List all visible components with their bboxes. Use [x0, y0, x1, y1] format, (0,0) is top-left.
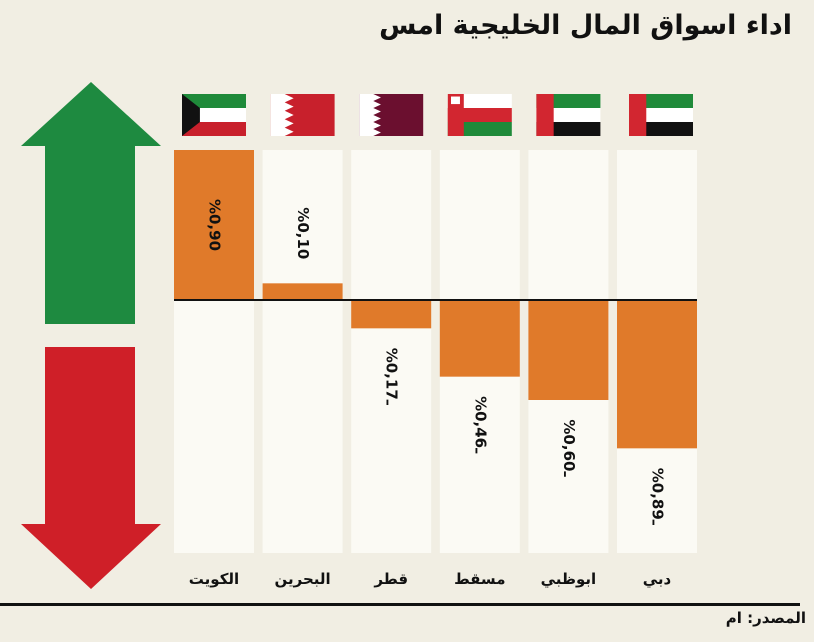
category-label: دبي [643, 570, 672, 588]
category-label: ابوظبي [541, 570, 597, 588]
value-labels: %0,90 %0,10 %ـ0,17 %ـ0,46 %ـ0,60 %ـ0,89 [206, 199, 667, 526]
value-label: %ـ0,89 [649, 468, 667, 526]
oman-flag-icon [447, 94, 512, 136]
bottom-rule [0, 603, 800, 606]
direction-arrows [21, 82, 161, 589]
column-background [262, 150, 343, 553]
value-label: %ـ0,60 [560, 419, 578, 477]
up-arrow-icon [21, 82, 161, 324]
bar [439, 300, 520, 377]
down-arrow-icon [21, 347, 161, 589]
bars [174, 150, 697, 449]
bar [351, 300, 432, 329]
kuwait-flag-icon [182, 94, 246, 136]
category-label: قطر [373, 570, 408, 588]
value-label: %0,10 [294, 207, 312, 259]
flags [182, 94, 693, 136]
bahrain-flag-icon [270, 94, 335, 136]
value-label: %0,90 [206, 199, 224, 251]
bar [262, 283, 343, 300]
category-labels: الكويت البحرين قطر مسقط ابوظبي دبي [189, 570, 672, 588]
bar [528, 300, 609, 400]
uae-flag-icon [536, 94, 601, 136]
column-background [351, 150, 432, 553]
value-label: %ـ0,17 [383, 348, 401, 406]
uae-flag-icon [629, 94, 693, 136]
source-credit: المصدر: ام [725, 609, 806, 627]
qatar-flag-icon [359, 94, 424, 136]
chart-title: اداء اسواق المال الخليجية امس [379, 10, 792, 41]
bar [174, 150, 254, 300]
value-label: %ـ0,46 [471, 396, 489, 454]
category-label: البحرين [275, 570, 331, 588]
category-label: الكويت [189, 570, 239, 588]
bar [617, 300, 697, 449]
category-label: مسقط [454, 570, 505, 588]
